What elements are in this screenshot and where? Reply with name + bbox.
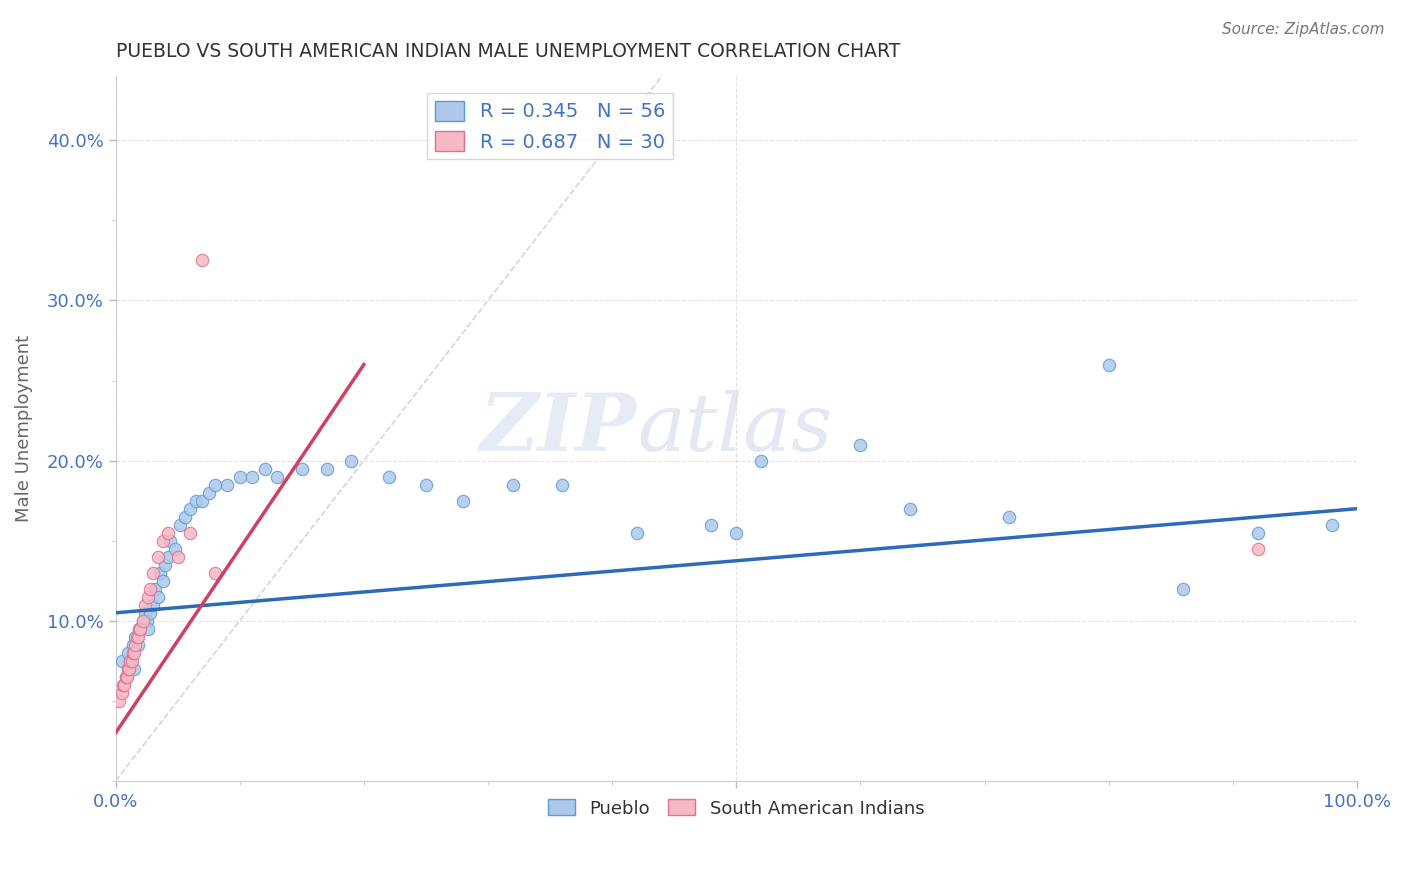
Y-axis label: Male Unemployment: Male Unemployment bbox=[15, 335, 32, 522]
Point bbox=[120, 654, 142, 668]
Point bbox=[179, 525, 201, 540]
Point bbox=[122, 638, 145, 652]
Point bbox=[155, 558, 177, 572]
Point bbox=[129, 622, 152, 636]
Point bbox=[146, 549, 169, 564]
Point bbox=[415, 477, 437, 491]
Point bbox=[159, 533, 181, 548]
Point bbox=[129, 622, 152, 636]
Point bbox=[142, 566, 165, 580]
Point bbox=[998, 509, 1021, 524]
Point bbox=[169, 517, 191, 532]
Point bbox=[122, 646, 145, 660]
Point bbox=[108, 694, 131, 708]
Point bbox=[253, 461, 276, 475]
Point bbox=[204, 566, 226, 580]
Point bbox=[143, 582, 166, 596]
Point bbox=[626, 525, 648, 540]
Point bbox=[114, 670, 136, 684]
Point bbox=[124, 638, 146, 652]
Point bbox=[849, 437, 872, 451]
Text: Source: ZipAtlas.com: Source: ZipAtlas.com bbox=[1222, 22, 1385, 37]
Point bbox=[291, 461, 314, 475]
Point bbox=[340, 453, 363, 467]
Point bbox=[139, 606, 162, 620]
Point bbox=[117, 662, 139, 676]
Point bbox=[166, 549, 188, 564]
Point bbox=[551, 477, 574, 491]
Point bbox=[118, 662, 141, 676]
Text: ZIP: ZIP bbox=[479, 390, 637, 467]
Point bbox=[136, 590, 159, 604]
Point bbox=[898, 501, 921, 516]
Point bbox=[725, 525, 748, 540]
Point bbox=[127, 630, 149, 644]
Point bbox=[111, 678, 134, 692]
Point bbox=[121, 654, 143, 668]
Point bbox=[134, 606, 156, 620]
Point bbox=[132, 614, 155, 628]
Point bbox=[1247, 541, 1270, 556]
Point bbox=[152, 533, 174, 548]
Point bbox=[117, 662, 139, 676]
Point bbox=[186, 493, 208, 508]
Point bbox=[136, 622, 159, 636]
Point bbox=[204, 477, 226, 491]
Point bbox=[152, 574, 174, 588]
Point bbox=[1098, 358, 1121, 372]
Point bbox=[502, 477, 524, 491]
Point bbox=[156, 549, 179, 564]
Point bbox=[1247, 525, 1270, 540]
Point bbox=[117, 646, 139, 660]
Point bbox=[127, 638, 149, 652]
Point bbox=[122, 662, 145, 676]
Point bbox=[749, 453, 772, 467]
Point bbox=[111, 654, 134, 668]
Point bbox=[128, 622, 150, 636]
Point bbox=[120, 654, 142, 668]
Point bbox=[114, 670, 136, 684]
Point bbox=[700, 517, 723, 532]
Point bbox=[1173, 582, 1195, 596]
Point bbox=[124, 630, 146, 644]
Point bbox=[191, 493, 214, 508]
Point bbox=[1320, 517, 1343, 532]
Point bbox=[135, 614, 157, 628]
Point bbox=[174, 509, 197, 524]
Point bbox=[122, 646, 145, 660]
Point bbox=[315, 461, 337, 475]
Text: atlas: atlas bbox=[637, 390, 832, 467]
Point bbox=[266, 469, 288, 483]
Point bbox=[165, 541, 187, 556]
Point bbox=[132, 614, 155, 628]
Point bbox=[149, 566, 172, 580]
Point bbox=[125, 630, 148, 644]
Point bbox=[146, 590, 169, 604]
Point bbox=[191, 253, 214, 268]
Point bbox=[134, 598, 156, 612]
Point bbox=[128, 622, 150, 636]
Point bbox=[240, 469, 263, 483]
Point bbox=[156, 525, 179, 540]
Legend: Pueblo, South American Indians: Pueblo, South American Indians bbox=[541, 792, 932, 825]
Point bbox=[377, 469, 399, 483]
Point bbox=[111, 686, 134, 700]
Point bbox=[217, 477, 239, 491]
Point bbox=[451, 493, 474, 508]
Point bbox=[112, 678, 135, 692]
Point bbox=[142, 598, 165, 612]
Point bbox=[179, 501, 201, 516]
Point bbox=[139, 582, 162, 596]
Point bbox=[197, 485, 219, 500]
Point bbox=[115, 670, 138, 684]
Point bbox=[228, 469, 250, 483]
Text: PUEBLO VS SOUTH AMERICAN INDIAN MALE UNEMPLOYMENT CORRELATION CHART: PUEBLO VS SOUTH AMERICAN INDIAN MALE UNE… bbox=[115, 42, 900, 61]
